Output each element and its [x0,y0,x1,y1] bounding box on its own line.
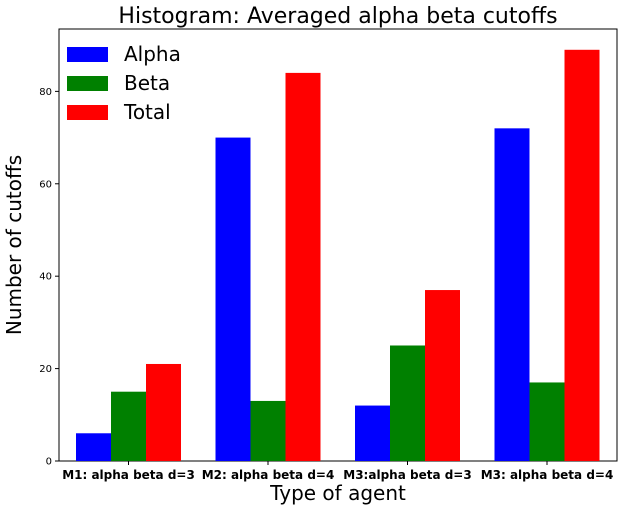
x-axis-label: Type of agent [269,481,406,505]
x-tick-label: M2: alpha beta d=4 [202,468,335,482]
x-tick-label: M3: alpha beta d=4 [481,468,614,482]
bar-alpha-4 [494,128,530,461]
legend-swatch-beta [67,76,108,91]
bar-total-2 [285,72,321,461]
x-axis: M1: alpha beta d=3 M2: alpha beta d=4 M3:a… [62,461,613,482]
bar-beta-4 [529,382,565,461]
plot-area: 0 20 40 60 80 M1: alpha beta d=3 M2: alpha be… [39,28,618,482]
y-tick-label: 20 [39,364,52,375]
bar-total-4 [564,49,600,461]
bar-beta-1 [111,391,146,461]
bars-group [76,49,600,461]
legend-label-beta: Beta [124,71,170,95]
plot-frame [58,28,618,462]
y-tick-label: 40 [39,272,52,283]
legend-swatch-alpha [67,47,108,62]
y-tick-label: 80 [39,87,52,98]
y-axis: 0 20 40 60 80 [39,87,59,468]
x-tick-label: M3:alpha beta d=3 [343,468,471,482]
bar-total-3 [425,290,460,461]
bar-alpha-2 [215,137,251,461]
chart-title: Histogram: Averaged alpha beta cutoffs [118,4,557,29]
bar-beta-3 [390,345,425,461]
bar-alpha-3 [355,405,390,461]
bar-alpha-1 [76,433,111,461]
y-tick-label: 60 [39,179,52,190]
legend: Alpha Beta Total [67,42,181,124]
bar-beta-2 [250,400,286,461]
legend-swatch-total [67,105,108,120]
y-axis-label: Number of cutoffs [2,155,26,335]
bar-total-1 [146,363,181,461]
y-tick-label: 0 [46,457,52,468]
x-tick-label: M1: alpha beta d=3 [62,468,195,482]
legend-label-alpha: Alpha [124,42,181,66]
legend-label-total: Total [123,100,171,124]
